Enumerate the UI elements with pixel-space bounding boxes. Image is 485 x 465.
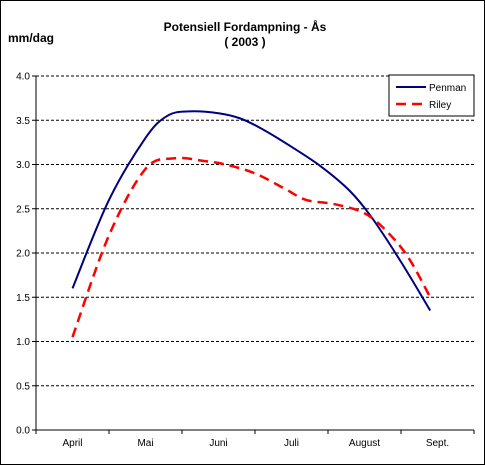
chart-title: Potensiell Fordampning - Ås [164,19,327,34]
y-tick-label: 2.0 [16,249,30,260]
x-tick-label: April [62,438,82,449]
y-tick-label: 4.0 [16,72,30,83]
y-axis-unit-label: mm/dag [8,31,54,45]
series-lines [71,110,432,338]
x-tick-label: August [349,438,380,449]
series-line-penman [71,110,432,312]
y-tick-labels: 0.0 0.5 1.0 1.5 2.0 2.5 3.0 3.5 4.0 [16,72,30,437]
y-tick-label: 1.0 [16,337,30,348]
y-tick-label: 0.5 [16,381,30,392]
gridlines [36,75,474,387]
x-tick-label: Sept. [426,438,449,449]
y-tick-label: 3.5 [16,116,30,127]
x-tick-label: Mai [137,438,153,449]
y-tick-label: 1.5 [16,293,30,304]
series-line-riley [71,156,432,338]
x-tick-label: Juni [209,438,227,449]
y-tick-label: 0.0 [16,426,30,437]
y-tick-label: 2.5 [16,204,30,215]
axes [32,75,475,434]
x-tick-label: Juli [284,438,299,449]
chart-subtitle: ( 2003 ) [224,35,265,49]
legend-label-riley: Riley [429,100,451,111]
legend-label-penman: Penman [429,83,466,94]
legend: Penman Riley [388,74,475,117]
legend-box [388,74,475,117]
x-tick-labels: April Mai Juni Juli August Sept. [62,438,449,449]
y-tick-label: 3.0 [16,160,30,171]
